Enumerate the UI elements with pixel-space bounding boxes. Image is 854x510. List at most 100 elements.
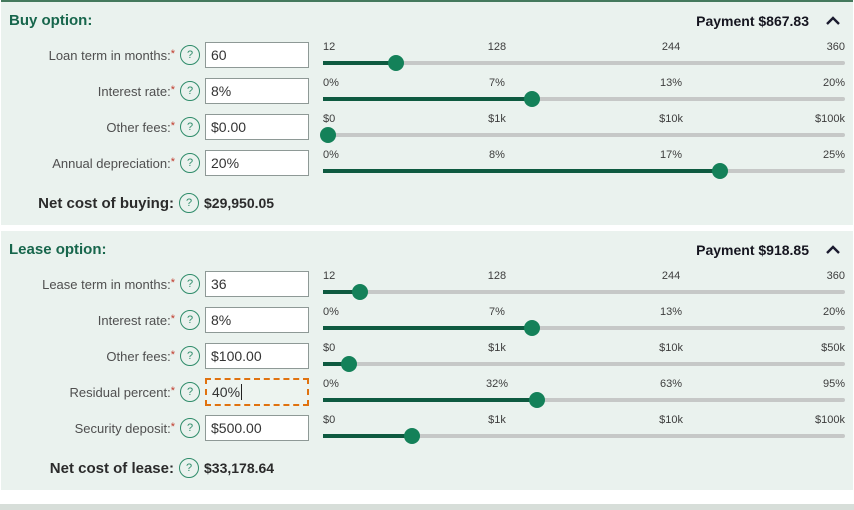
slider-track[interactable] (323, 392, 845, 408)
slider-tick-label: $0 (323, 342, 336, 354)
slider-track[interactable] (320, 127, 845, 143)
value-input[interactable] (205, 307, 309, 333)
field-label: Loan term in months: (48, 47, 171, 63)
help-icon[interactable]: ? (180, 346, 200, 366)
slider-thumb[interactable] (351, 284, 368, 300)
net-cost-value: $29,950.05 (204, 195, 275, 211)
slider-tick-label: 95% (822, 378, 845, 390)
slider-track[interactable] (323, 284, 845, 300)
text-caret (241, 384, 242, 400)
section-lease: Lease option: Payment $918.85 Lease term… (1, 231, 853, 490)
help-icon[interactable]: ? (179, 458, 199, 478)
help-icon[interactable]: ? (180, 310, 200, 330)
slider-tick-label: 360 (826, 270, 845, 282)
net-cost-row: Net cost of lease: ? $33,178.64 (9, 454, 845, 482)
slider-tick-label: 0% (323, 77, 339, 89)
slider-tick-label: $10k (659, 342, 683, 354)
help-icon[interactable]: ? (180, 418, 200, 438)
field-row: Other fees:* ? $0 $1k $10k $100k (9, 109, 845, 145)
slider-tick-label: $0 (323, 113, 336, 125)
slider-tick-label: 7% (489, 77, 505, 89)
field-label: Other fees: (106, 348, 171, 364)
value-input[interactable] (205, 78, 309, 104)
slider-tick-label: 12 (323, 270, 336, 282)
required-asterisk: * (170, 83, 175, 96)
help-icon[interactable]: ? (180, 117, 200, 137)
help-icon[interactable]: ? (180, 153, 200, 173)
slider-thumb[interactable] (529, 392, 546, 408)
collapse-section-button[interactable] (823, 243, 843, 257)
field-row: Lease term in months:* ? 12 128 244 360 (9, 266, 845, 302)
page-bottom-strip (0, 504, 854, 510)
slider-thumb[interactable] (341, 356, 358, 372)
slider-track[interactable] (323, 55, 845, 71)
slider-tick-label: 128 (487, 41, 507, 53)
slider-thumb[interactable] (711, 163, 728, 179)
field-label: Other fees: (106, 119, 171, 135)
value-slider: 12 128 244 360 (323, 268, 845, 300)
value-slider: 0% 32% 63% 95% (323, 376, 845, 408)
field-row: Loan term in months:* ? 12 128 244 360 (9, 37, 845, 73)
help-icon[interactable]: ? (180, 81, 200, 101)
slider-tick-label: 244 (661, 270, 681, 282)
slider-tick-label: $100k (815, 414, 845, 426)
net-cost-label: Net cost of buying: (38, 194, 174, 212)
chevron-up-icon (826, 244, 840, 254)
value-input[interactable] (205, 150, 309, 176)
slider-thumb[interactable] (523, 320, 540, 336)
value-slider: 0% 7% 13% 20% (323, 75, 845, 107)
value-input[interactable] (205, 42, 309, 68)
field-row: Interest rate:* ? 0% 7% 13% 20% (9, 302, 845, 338)
help-icon[interactable]: ? (179, 193, 199, 213)
required-asterisk: * (170, 312, 175, 325)
help-icon[interactable]: ? (180, 382, 200, 402)
slider-track[interactable] (323, 356, 845, 372)
slider-tick-label: 17% (660, 149, 683, 161)
field-row: Other fees:* ? $0 $1k $10k $50k (9, 338, 845, 374)
field-rows: Lease term in months:* ? 12 128 244 360 … (9, 266, 845, 446)
slider-tick-label: 32% (485, 378, 508, 390)
slider-tick-label: $1k (488, 113, 506, 125)
field-row: Interest rate:* ? 0% 7% 13% 20% (9, 73, 845, 109)
slider-tick-label: $10k (659, 113, 683, 125)
field-row: Annual depreciation:* ? 0% 8% 17% 25% (9, 145, 845, 181)
section-header: Lease option: Payment $918.85 (9, 231, 845, 266)
slider-tick-label: 13% (660, 77, 683, 89)
value-input[interactable] (205, 343, 309, 369)
field-rows: Loan term in months:* ? 12 128 244 360 I… (9, 37, 845, 181)
value-slider: 0% 8% 17% 25% (323, 147, 845, 179)
value-slider: 12 128 244 360 (323, 39, 845, 71)
slider-tick-label: 20% (822, 77, 845, 89)
field-label: Interest rate: (97, 83, 171, 99)
slider-tick-label: 0% (323, 306, 339, 318)
slider-thumb[interactable] (388, 55, 405, 71)
slider-track[interactable] (323, 163, 845, 179)
payment-summary: Payment $867.83 (696, 13, 843, 29)
slider-track[interactable] (323, 320, 845, 336)
slider-tick-label: 20% (822, 306, 845, 318)
slider-tick-label: $100k (815, 113, 845, 125)
slider-tick-label: 244 (661, 41, 681, 53)
collapse-section-button[interactable] (823, 14, 843, 28)
value-input[interactable] (205, 415, 309, 441)
slider-thumb[interactable] (523, 91, 540, 107)
field-label: Lease term in months: (42, 276, 171, 292)
slider-track[interactable] (323, 428, 845, 444)
slider-thumb[interactable] (320, 127, 337, 143)
section-buy: Buy option: Payment $867.83 Loan term in… (1, 0, 853, 225)
value-input[interactable] (205, 378, 309, 406)
payment-summary: Payment $918.85 (696, 242, 843, 258)
slider-tick-label: 13% (660, 306, 683, 318)
field-label: Interest rate: (97, 312, 171, 328)
slider-thumb[interactable] (403, 428, 420, 444)
slider-tick-label: 25% (822, 149, 845, 161)
value-input[interactable] (205, 114, 309, 140)
value-slider: $0 $1k $10k $100k (323, 412, 845, 444)
slider-tick-label: $1k (488, 342, 506, 354)
help-icon[interactable]: ? (180, 274, 200, 294)
slider-track[interactable] (323, 91, 845, 107)
value-input[interactable] (205, 271, 309, 297)
slider-tick-label: $10k (659, 414, 683, 426)
help-icon[interactable]: ? (180, 45, 200, 65)
required-asterisk: * (170, 276, 175, 289)
